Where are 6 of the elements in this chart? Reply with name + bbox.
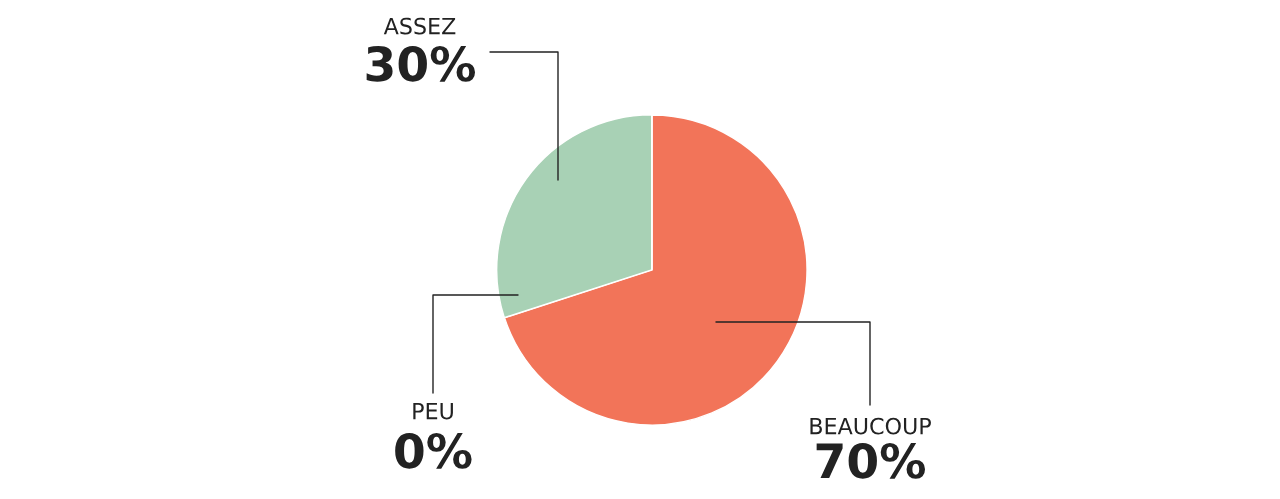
text: 0% [395, 432, 472, 469]
slice-label: ASSEZ [383, 17, 456, 35]
data-label: 70% [816, 442, 926, 479]
slice-label: BEAUCOUP [810, 417, 931, 435]
data-label: 30% [366, 45, 476, 82]
category-label: PEU [413, 402, 453, 420]
